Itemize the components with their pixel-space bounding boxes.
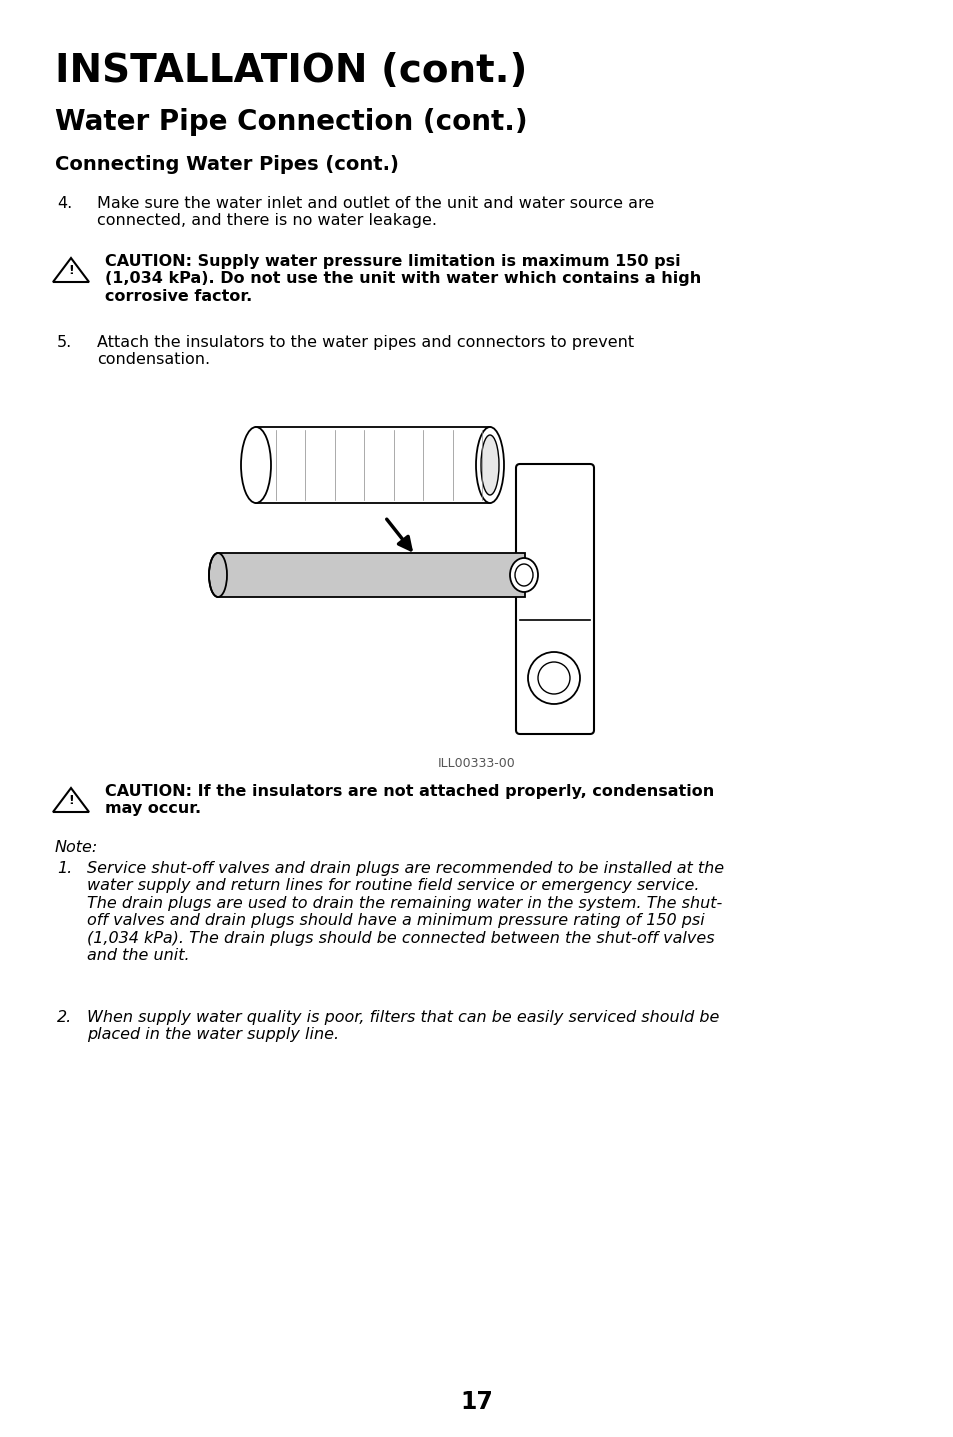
Text: Make sure the water inlet and outlet of the unit and water source are
connected,: Make sure the water inlet and outlet of … — [97, 195, 654, 228]
Text: Attach the insulators to the water pipes and connectors to prevent
condensation.: Attach the insulators to the water pipes… — [97, 335, 634, 368]
Text: 4.: 4. — [57, 195, 72, 211]
Text: 2.: 2. — [57, 1010, 72, 1025]
Ellipse shape — [241, 427, 271, 503]
Text: Note:: Note: — [55, 841, 98, 855]
Polygon shape — [255, 427, 490, 503]
Text: Service shut-off valves and drain plugs are recommended to be installed at the
w: Service shut-off valves and drain plugs … — [87, 861, 723, 963]
Ellipse shape — [476, 427, 503, 503]
Text: !: ! — [68, 263, 73, 276]
Text: When supply water quality is poor, filters that can be easily serviced should be: When supply water quality is poor, filte… — [87, 1010, 719, 1042]
Text: !: ! — [68, 793, 73, 806]
Text: Water Pipe Connection (cont.): Water Pipe Connection (cont.) — [55, 108, 527, 137]
Polygon shape — [218, 553, 524, 596]
Ellipse shape — [515, 563, 533, 586]
Text: Connecting Water Pipes (cont.): Connecting Water Pipes (cont.) — [55, 155, 398, 174]
Text: ILL00333-00: ILL00333-00 — [437, 757, 516, 770]
Text: 17: 17 — [460, 1390, 493, 1414]
FancyBboxPatch shape — [516, 464, 594, 734]
Text: CAUTION: If the insulators are not attached properly, condensation
may occur.: CAUTION: If the insulators are not attac… — [105, 785, 714, 816]
Text: INSTALLATION (cont.): INSTALLATION (cont.) — [55, 52, 527, 91]
Text: 1.: 1. — [57, 861, 72, 877]
Ellipse shape — [510, 558, 537, 592]
Ellipse shape — [480, 435, 498, 494]
Text: CAUTION: Supply water pressure limitation is maximum 150 psi
(1,034 kPa). Do not: CAUTION: Supply water pressure limitatio… — [105, 254, 700, 303]
Ellipse shape — [209, 553, 227, 596]
Text: 5.: 5. — [57, 335, 72, 351]
